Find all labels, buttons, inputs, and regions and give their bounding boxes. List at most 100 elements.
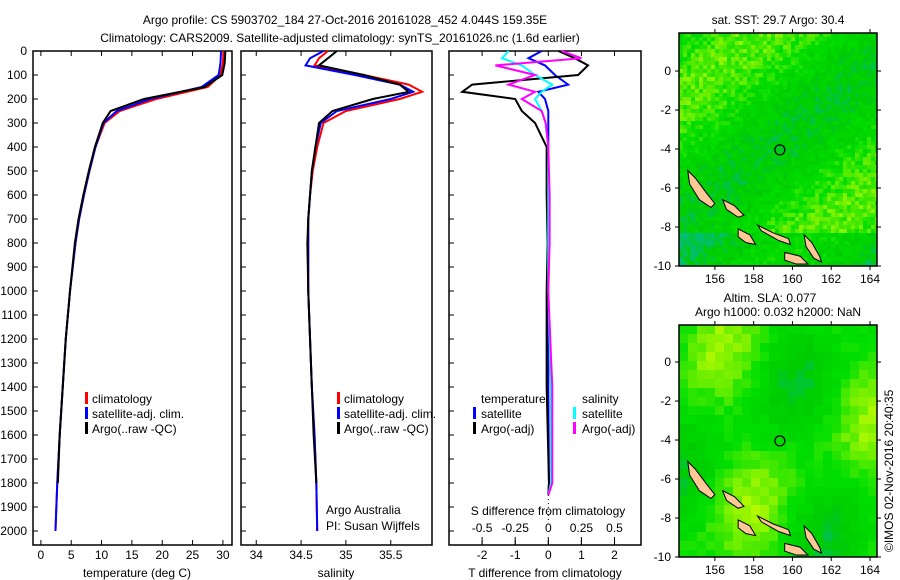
heatmap-cell xyxy=(703,173,708,178)
heatmap-cell xyxy=(699,49,704,54)
heatmap-cell xyxy=(699,161,704,166)
heatmap-cell xyxy=(779,81,784,86)
heatmap-cell xyxy=(787,229,792,234)
heatmap-cell xyxy=(739,209,744,214)
heatmap-cell xyxy=(803,229,808,234)
heatmap-cell xyxy=(735,241,740,246)
heatmap-cell xyxy=(699,253,704,258)
heatmap-cell xyxy=(687,169,692,174)
heatmap-cell xyxy=(691,141,696,146)
heatmap-cell xyxy=(707,153,712,158)
heatmap-cell xyxy=(735,53,740,58)
heatmap-cell xyxy=(843,213,848,218)
heatmap-cell xyxy=(871,237,876,242)
heatmap-cell xyxy=(811,109,816,114)
heatmap-cell xyxy=(724,514,734,524)
heatmap-cell xyxy=(723,45,728,50)
heatmap-cell xyxy=(831,89,836,94)
heatmap-cell xyxy=(859,89,864,94)
heatmap-cell xyxy=(759,65,764,70)
heatmap-cell xyxy=(795,73,800,78)
heatmap-cell xyxy=(779,145,784,150)
heatmap-cell xyxy=(823,157,828,162)
heatmap-cell xyxy=(775,257,780,262)
heatmap-cell xyxy=(787,451,797,461)
heatmap-cell xyxy=(715,397,725,407)
heatmap-cell xyxy=(711,137,716,142)
heatmap-cell xyxy=(799,189,804,194)
heatmap-cell xyxy=(731,41,736,46)
heatmap-cell xyxy=(715,121,720,126)
heatmap-cell xyxy=(679,343,689,353)
heatmap-cell xyxy=(843,197,848,202)
heatmap-cell xyxy=(711,177,716,182)
heatmap-cell xyxy=(695,245,700,250)
heatmap-cell xyxy=(831,217,836,222)
heatmap-cell xyxy=(867,89,872,94)
heatmap-cell xyxy=(843,105,848,110)
heatmap-cell xyxy=(711,49,716,54)
heatmap-cell xyxy=(863,105,868,110)
heatmap-cell xyxy=(687,129,692,134)
heatmap-cell xyxy=(843,205,848,210)
heatmap-cell xyxy=(799,69,804,74)
heatmap-cell xyxy=(751,352,761,362)
heatmap-cell xyxy=(731,109,736,114)
heatmap-cell xyxy=(827,77,832,82)
heatmap-cell xyxy=(755,165,760,170)
heatmap-cell xyxy=(867,201,872,206)
heatmap-cell xyxy=(783,41,788,46)
heatmap-cell xyxy=(867,45,872,50)
heatmap-cell xyxy=(767,205,772,210)
heatmap-cell xyxy=(747,261,752,266)
heatmap-cell xyxy=(791,141,796,146)
heatmap-cell xyxy=(695,173,700,178)
heatmap-cell xyxy=(868,424,877,434)
heatmap-cell xyxy=(778,370,788,380)
heatmap-cell xyxy=(791,173,796,178)
heatmap-cell xyxy=(751,193,756,198)
heatmap-cell xyxy=(767,69,772,74)
heatmap-cell xyxy=(867,77,872,82)
heatmap-cell xyxy=(831,37,836,42)
heatmap-cell xyxy=(707,261,712,266)
heatmap-cell xyxy=(679,153,684,158)
heatmap-cell xyxy=(751,109,756,114)
heatmap-cell xyxy=(742,487,752,497)
heatmap-cell xyxy=(706,550,716,557)
heatmap-cell xyxy=(807,201,812,206)
heatmap-cell xyxy=(779,65,784,70)
heatmap-cell xyxy=(787,217,792,222)
heatmap-cell xyxy=(867,33,872,38)
heatmap-cell xyxy=(695,157,700,162)
heatmap-cell xyxy=(699,209,704,214)
lat-tick-label: -8 xyxy=(660,511,671,525)
heatmap-cell xyxy=(691,49,696,54)
heatmap-cell xyxy=(839,237,844,242)
heatmap-cell xyxy=(823,241,828,246)
heatmap-cell xyxy=(679,181,684,186)
heatmap-cell xyxy=(847,201,852,206)
heatmap-cell xyxy=(731,113,736,118)
heatmap-cell xyxy=(724,478,734,488)
heatmap-cell xyxy=(841,451,851,461)
heatmap-cell xyxy=(779,185,784,190)
heatmap-cell xyxy=(751,343,761,353)
heatmap-cell xyxy=(711,245,716,250)
heatmap-cell xyxy=(760,433,770,443)
heatmap-cell xyxy=(841,370,851,380)
heatmap-cell xyxy=(759,61,764,66)
heatmap-cell xyxy=(767,213,772,218)
heatmap-cell xyxy=(711,85,716,90)
heatmap-cell xyxy=(855,245,860,250)
heatmap-cell xyxy=(799,221,804,226)
heatmap-cell xyxy=(859,532,869,542)
heatmap-cell xyxy=(724,325,734,335)
heatmap-cell xyxy=(807,209,812,214)
heatmap-cell xyxy=(751,137,756,142)
heatmap-cell xyxy=(843,125,848,130)
heatmap-cell xyxy=(841,397,851,407)
heatmap-cell xyxy=(815,89,820,94)
heatmap-cell xyxy=(863,233,868,238)
heatmap-cell xyxy=(771,117,776,122)
